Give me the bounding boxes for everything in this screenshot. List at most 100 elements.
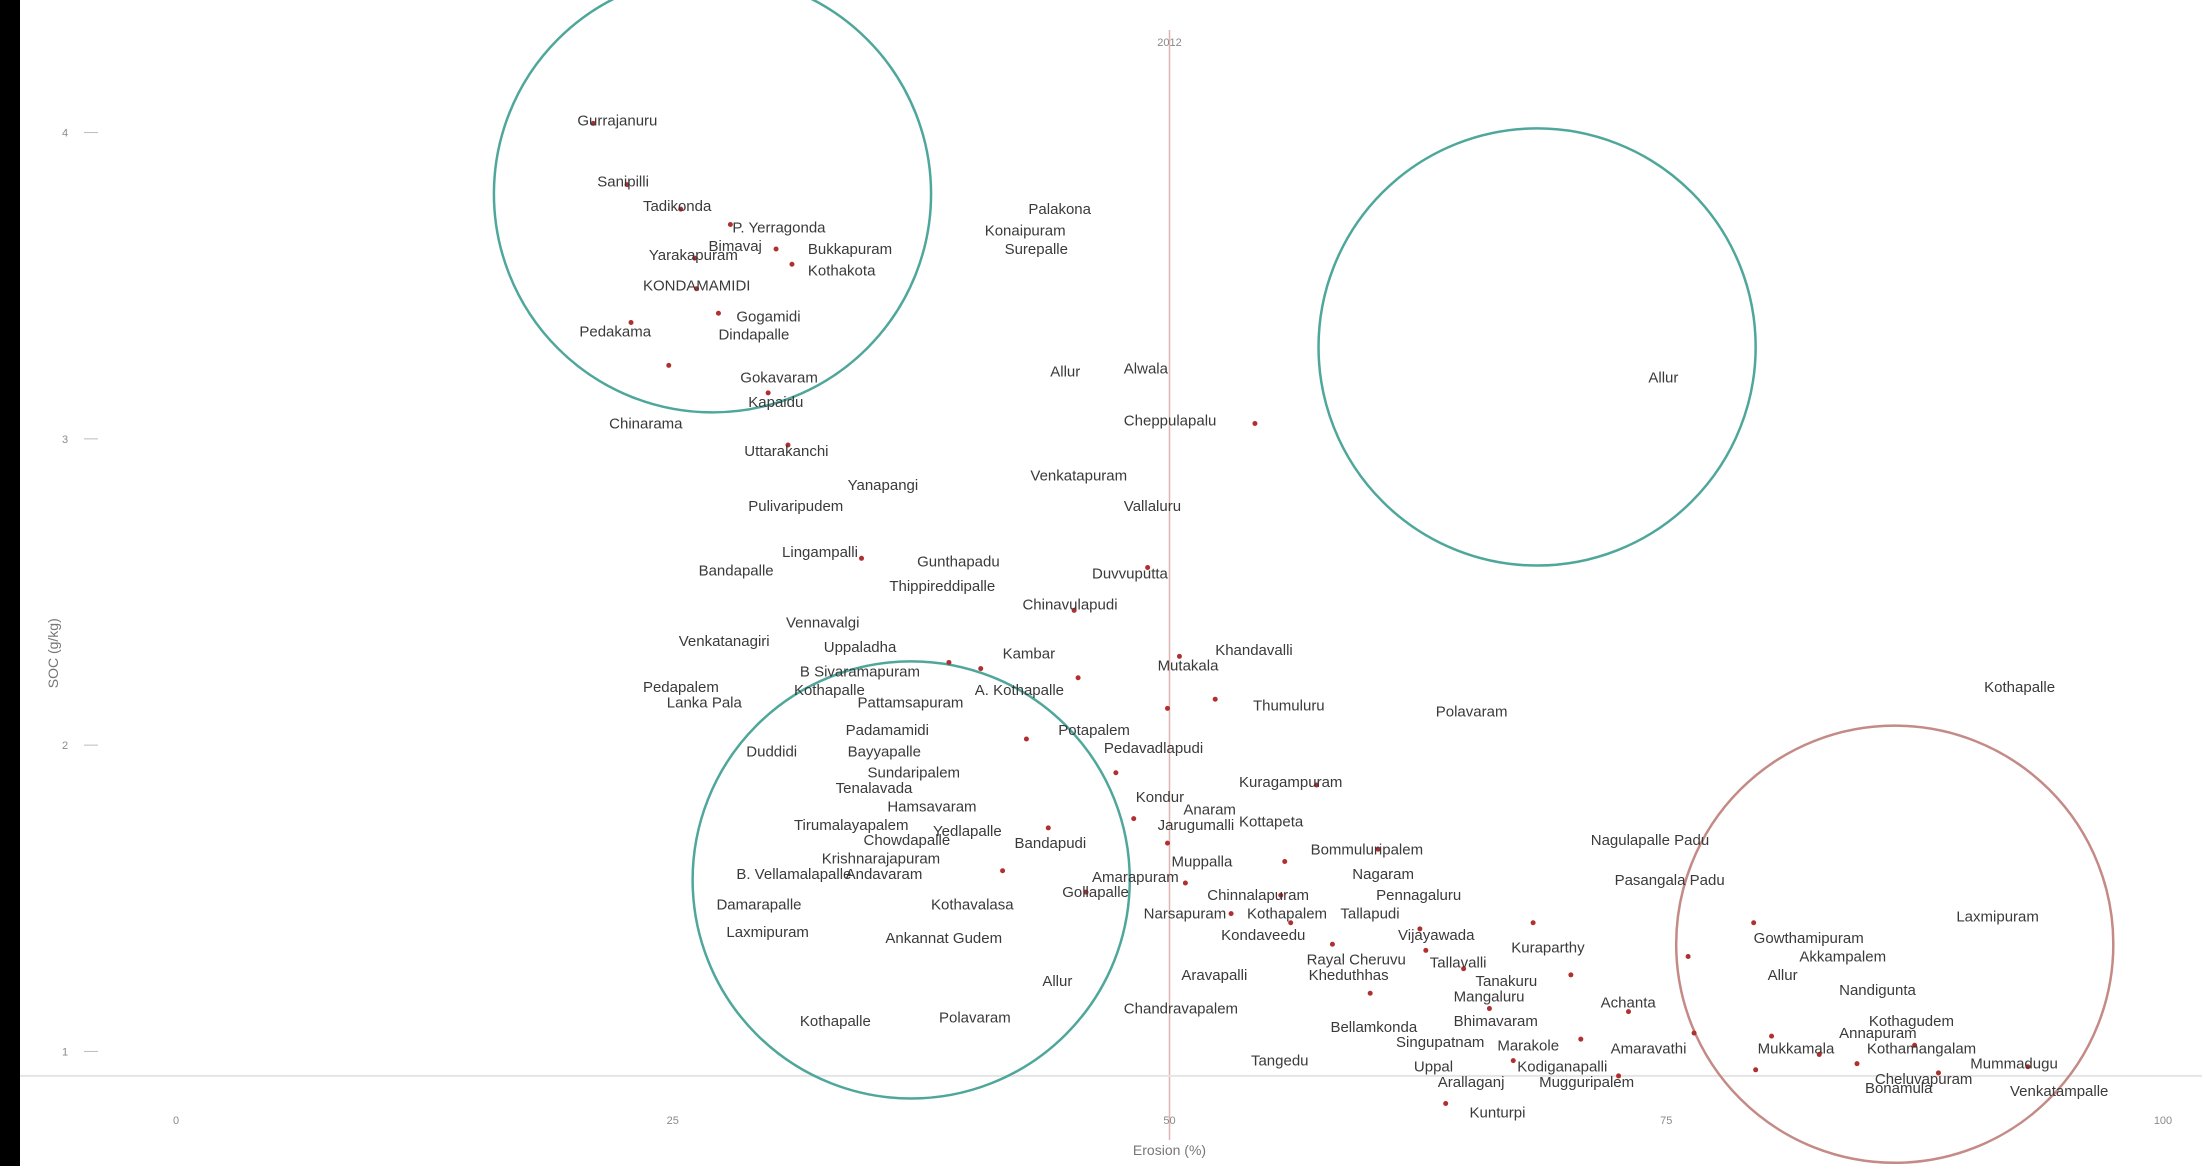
- y-tick-label: 4: [62, 128, 68, 140]
- point-label: Khandavalli: [1215, 642, 1293, 659]
- point-label: Alwala: [1124, 360, 1169, 377]
- point-label: Pedapalem: [643, 679, 719, 696]
- data-point: [1045, 825, 1051, 831]
- data-point: [692, 255, 698, 261]
- point-label: Annapuram: [1839, 1025, 1917, 1042]
- data-point: [1176, 653, 1182, 659]
- point-label: Cheluvapuram: [1875, 1071, 1973, 1088]
- point-label: Kuraparthy: [1511, 939, 1585, 956]
- data-point: [1751, 920, 1757, 926]
- chart-canvas: 2012 4 3 2 1 0 25 50 75 100 Erosion (%) SOC (g/kg) G…: [20, 0, 2202, 1166]
- data-point: [1935, 1070, 1941, 1076]
- point-label: Kunturpi: [1470, 1105, 1526, 1122]
- point-label: Gunthapadu: [917, 553, 1000, 570]
- data-point: [1212, 696, 1218, 702]
- point-label: Yedlapalle: [933, 823, 1002, 840]
- point-label: Tenalavada: [836, 780, 913, 797]
- data-point: [1854, 1061, 1860, 1067]
- point-label: Kapaidu: [748, 394, 803, 411]
- point-label: Yarakapuram: [649, 247, 738, 264]
- point-label: Amaravathi: [1611, 1040, 1687, 1057]
- point-label: Chowdapalle: [864, 832, 951, 849]
- point-label: Vijayawada: [1398, 927, 1475, 944]
- y-tick-label: 3: [62, 434, 68, 446]
- point-label: B. Vellamalapalle: [736, 866, 851, 883]
- data-point: [1113, 770, 1119, 776]
- point-label: Kothagudem: [1869, 1013, 1954, 1030]
- data-point: [1000, 868, 1006, 874]
- point-label: Venkatapuram: [1030, 468, 1127, 485]
- point-label: Thippireddipalle: [889, 578, 995, 595]
- point-label: Anaram: [1183, 801, 1236, 818]
- x-axis-title: Erosion (%): [1133, 1142, 1206, 1158]
- data-point: [1288, 920, 1294, 926]
- point-label: KONDAMAMIDI: [643, 278, 751, 295]
- data-point: [590, 120, 596, 126]
- scatter-chart: 2012 4 3 2 1 0 25 50 75 100 Erosion (%) SOC (g/kg) G…: [20, 0, 2202, 1165]
- point-label: Uppaladha: [824, 639, 897, 656]
- point-label: Yanapangi: [848, 477, 919, 494]
- point-label: Vallaluru: [1124, 498, 1181, 515]
- point-label: Ankannat Gudem: [885, 930, 1002, 947]
- cluster-circle-red: [1674, 724, 2115, 1165]
- cluster-circle-teal: [691, 660, 1132, 1100]
- point-label: Mukkamala: [1758, 1040, 1835, 1057]
- point-label: Allur: [1042, 973, 1072, 990]
- point-label: Polavaram: [939, 1010, 1011, 1027]
- point-label: Jarugumalli: [1158, 817, 1235, 834]
- data-point: [727, 221, 733, 227]
- point-label: Tanakuru: [1475, 973, 1537, 990]
- data-point: [773, 246, 779, 252]
- data-point: [1329, 941, 1335, 947]
- point-label: Tallavalli: [1430, 955, 1487, 972]
- y-axis-title: SOC (g/kg): [45, 618, 61, 688]
- point-label: Amarapuram: [1092, 869, 1179, 886]
- point-label: Pasangala Padu: [1615, 872, 1725, 889]
- data-point: [1165, 705, 1171, 711]
- data-point: [1075, 675, 1081, 681]
- point-label: Venkatampalle: [2010, 1083, 2108, 1100]
- x-tick-label: 50: [1163, 1115, 1175, 1127]
- point-label: Nagulapalle Padu: [1591, 832, 1709, 849]
- point-label: Lingampalli: [782, 544, 858, 561]
- y-tick-label: 2: [62, 740, 68, 752]
- data-point: [1691, 1030, 1697, 1036]
- data-point: [1568, 972, 1574, 978]
- data-point: [1912, 1042, 1918, 1048]
- data-point: [666, 362, 672, 368]
- point-label: Uttarakanchi: [744, 443, 828, 460]
- point-label: Kothamangalam: [1867, 1040, 1976, 1057]
- data-point: [628, 319, 634, 325]
- point-label: Gogamidi: [736, 308, 800, 325]
- point-label: B Sivaramapuram: [800, 664, 920, 681]
- data-point: [2025, 1064, 2031, 1070]
- data-point: [1375, 846, 1381, 852]
- data-point: [1252, 421, 1258, 427]
- point-label: Gurrajanuru: [577, 112, 657, 129]
- data-point: [1314, 782, 1320, 788]
- point-label: Bonamula: [1865, 1080, 1933, 1097]
- point-label: Kambar: [1003, 645, 1056, 662]
- data-point: [1071, 607, 1077, 613]
- point-label: A. Kothapalle: [975, 682, 1064, 699]
- data-point: [1616, 1073, 1622, 1079]
- point-label: Bandapudi: [1015, 835, 1087, 852]
- point-label: Andavaram: [846, 866, 923, 883]
- cluster-circle-teal: [1317, 127, 1757, 567]
- point-label: Palakona: [1028, 201, 1091, 218]
- point-label: Kondaveedu: [1221, 927, 1305, 944]
- point-label: Gokavaram: [740, 370, 818, 387]
- data-point: [1530, 920, 1536, 926]
- point-label: Achanta: [1601, 994, 1657, 1011]
- point-label: Kothakota: [808, 262, 876, 279]
- x-tick-label: 75: [1660, 1115, 1672, 1127]
- data-point: [1625, 1009, 1631, 1015]
- point-label: Duddidi: [746, 743, 797, 760]
- point-label: Chinnalapuram: [1207, 887, 1309, 904]
- data-point: [1461, 966, 1467, 972]
- point-label: Cheppulapalu: [1124, 412, 1217, 429]
- point-label: Krishnarajapuram: [822, 850, 940, 867]
- data-point: [1510, 1058, 1516, 1064]
- point-label: Surepalle: [1005, 241, 1068, 258]
- point-label: Kothapalle: [1984, 679, 2055, 696]
